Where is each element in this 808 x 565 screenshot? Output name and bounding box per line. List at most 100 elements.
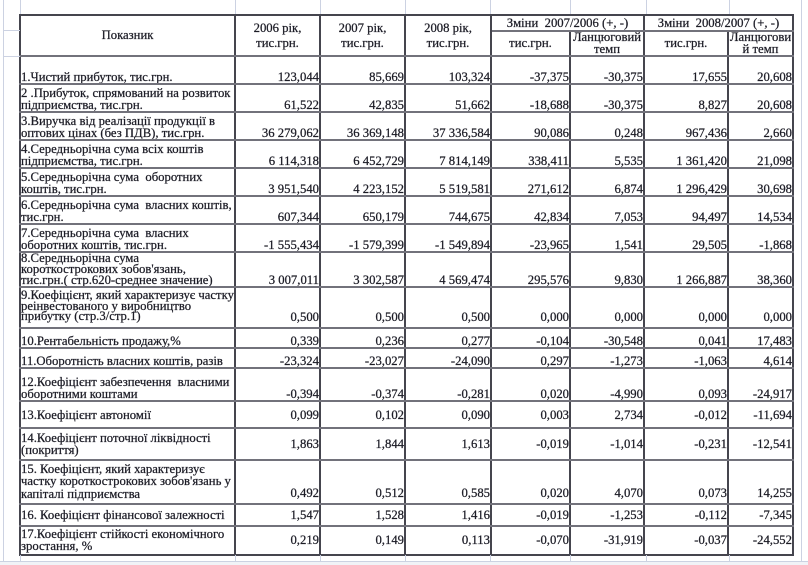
value-cell[interactable]: 4,070 xyxy=(569,459,645,506)
indicator-label-cell[interactable]: 15. Коефіцієнт, який характеризує частку… xyxy=(19,459,236,506)
value-cell[interactable]: 0,492 xyxy=(234,459,321,506)
value-cell[interactable]: -18,688 xyxy=(490,83,571,113)
value-cell[interactable]: 1,528 xyxy=(319,503,406,528)
header-chain-rate-1[interactable]: Ланцюговий темп xyxy=(569,30,645,57)
value-cell[interactable]: 0,149 xyxy=(319,525,406,556)
value-cell[interactable]: 7 814,149 xyxy=(404,139,492,169)
value-cell[interactable]: -0,112 xyxy=(643,503,729,528)
value-cell[interactable]: 0,113 xyxy=(404,525,492,556)
value-cell[interactable]: 61,522 xyxy=(234,83,321,113)
value-cell[interactable]: 20,608 xyxy=(727,83,794,113)
value-cell[interactable]: 4 569,474 xyxy=(404,250,492,289)
value-cell[interactable]: 5,535 xyxy=(569,139,645,169)
value-cell[interactable]: -0,231 xyxy=(643,427,729,462)
indicator-label-cell[interactable]: 17.Коефіцієнт стійкості економічного зро… xyxy=(19,525,236,556)
value-cell[interactable]: -37,375 xyxy=(490,55,571,85)
value-cell[interactable]: 1 296,429 xyxy=(643,167,729,197)
value-cell[interactable]: 0,020 xyxy=(490,367,571,403)
value-cell[interactable]: 295,576 xyxy=(490,250,571,289)
value-cell[interactable]: 42,835 xyxy=(319,83,406,113)
value-cell[interactable]: -24,917 xyxy=(727,367,794,403)
value-cell[interactable]: 0,236 xyxy=(319,327,406,350)
value-cell[interactable]: 0,041 xyxy=(643,327,729,350)
value-cell[interactable]: 94,497 xyxy=(643,195,729,225)
value-cell[interactable]: 14,255 xyxy=(727,459,794,506)
value-cell[interactable]: 0,000 xyxy=(490,286,571,330)
indicator-label-cell[interactable]: 12.Коефіцієнт забезпечення власними обор… xyxy=(19,367,236,403)
value-cell[interactable]: 0,073 xyxy=(643,459,729,506)
value-cell[interactable]: -23,324 xyxy=(234,347,321,370)
value-cell[interactable]: 0,500 xyxy=(404,286,492,330)
value-cell[interactable]: 271,612 xyxy=(490,167,571,197)
indicator-label-cell[interactable]: 16. Коефіцієнт фінансової залежності xyxy=(19,503,236,528)
value-cell[interactable]: 85,669 xyxy=(319,55,406,85)
value-cell[interactable]: 1 266,887 xyxy=(643,250,729,289)
value-cell[interactable]: -12,541 xyxy=(727,427,794,462)
value-cell[interactable]: 30,698 xyxy=(727,167,794,197)
value-cell[interactable]: 1,416 xyxy=(404,503,492,528)
value-cell[interactable]: 3 951,540 xyxy=(234,167,321,197)
value-cell[interactable]: -1 555,434 xyxy=(234,223,321,253)
value-cell[interactable]: 2,660 xyxy=(727,111,794,141)
value-cell[interactable]: -7,345 xyxy=(727,503,794,528)
indicator-label-cell[interactable]: 14.Коефіцієнт поточної ліквідності (покр… xyxy=(19,427,236,462)
value-cell[interactable]: 0,512 xyxy=(319,459,406,506)
value-cell[interactable]: 3 007,011 xyxy=(234,250,321,289)
indicator-label-cell[interactable]: 13.Коефіцієнт автономії xyxy=(19,400,236,430)
value-cell[interactable]: 0,500 xyxy=(234,286,321,330)
value-cell[interactable]: 6,874 xyxy=(569,167,645,197)
value-cell[interactable]: 0,000 xyxy=(643,286,729,330)
indicator-label-cell[interactable]: 10.Рентабельність продажу,% xyxy=(19,327,236,350)
value-cell[interactable]: 338,411 xyxy=(490,139,571,169)
value-cell[interactable]: -4,990 xyxy=(569,367,645,403)
value-cell[interactable]: -0,070 xyxy=(490,525,571,556)
header-indicator[interactable]: Показник xyxy=(19,14,236,57)
value-cell[interactable]: 51,662 xyxy=(404,83,492,113)
value-cell[interactable]: -1,253 xyxy=(569,503,645,528)
value-cell[interactable]: -0,037 xyxy=(643,525,729,556)
value-cell[interactable]: 123,044 xyxy=(234,55,321,85)
value-cell[interactable]: 8,827 xyxy=(643,83,729,113)
value-cell[interactable]: 0,248 xyxy=(569,111,645,141)
value-cell[interactable]: -1,063 xyxy=(643,347,729,370)
header-year-2008[interactable]: 2008 рік, тис.грн. xyxy=(404,14,492,57)
value-cell[interactable]: 0,102 xyxy=(319,400,406,430)
indicator-label-cell[interactable]: 4.Середньорічна сума всіх коштів підприє… xyxy=(19,139,236,169)
value-cell[interactable]: 37 336,584 xyxy=(404,111,492,141)
indicator-label-cell[interactable]: 8.Середньорічна сума короткострокових зо… xyxy=(19,250,236,289)
value-cell[interactable]: 3 302,587 xyxy=(319,250,406,289)
value-cell[interactable]: 90,086 xyxy=(490,111,571,141)
value-cell[interactable]: -30,548 xyxy=(569,327,645,350)
value-cell[interactable]: 0,090 xyxy=(404,400,492,430)
value-cell[interactable]: 1,844 xyxy=(319,427,406,462)
indicator-label-cell[interactable]: 6.Середньорічна сума власних коштів, тис… xyxy=(19,195,236,225)
header-change-2007-2006[interactable]: Зміни 2007/2006 (+, -) xyxy=(490,14,645,32)
value-cell[interactable]: 42,834 xyxy=(490,195,571,225)
value-cell[interactable]: 1,547 xyxy=(234,503,321,528)
value-cell[interactable]: 0,003 xyxy=(490,400,571,430)
value-cell[interactable]: -23,027 xyxy=(319,347,406,370)
value-cell[interactable]: 9,830 xyxy=(569,250,645,289)
value-cell[interactable]: -0,374 xyxy=(319,367,406,403)
indicator-label-cell[interactable]: 11.Оборотність власних коштів, разів xyxy=(19,347,236,370)
value-cell[interactable]: 2,734 xyxy=(569,400,645,430)
indicator-label-cell[interactable]: 9.Коефіцієнт, який характеризує частку р… xyxy=(19,286,236,330)
value-cell[interactable]: 0,339 xyxy=(234,327,321,350)
value-cell[interactable]: 0,093 xyxy=(643,367,729,403)
value-cell[interactable]: 36 369,148 xyxy=(319,111,406,141)
value-cell[interactable]: -30,375 xyxy=(569,83,645,113)
header-chain-rate-2[interactable]: Ланцюгови й темп xyxy=(727,30,794,57)
indicator-label-cell[interactable]: 2 .Прибуток, спрямований на розвиток під… xyxy=(19,83,236,113)
value-cell[interactable]: -24,552 xyxy=(727,525,794,556)
value-cell[interactable]: 4 223,152 xyxy=(319,167,406,197)
value-cell[interactable]: -30,375 xyxy=(569,55,645,85)
value-cell[interactable]: -0,019 xyxy=(490,427,571,462)
value-cell[interactable]: 744,675 xyxy=(404,195,492,225)
indicator-label-cell[interactable]: 1.Чистий прибуток, тис.грн. xyxy=(19,55,236,85)
indicator-label-cell[interactable]: 3.Виручка від реалізації продукції в опт… xyxy=(19,111,236,141)
value-cell[interactable]: 38,360 xyxy=(727,250,794,289)
value-cell[interactable]: 0,585 xyxy=(404,459,492,506)
value-cell[interactable]: -1,868 xyxy=(727,223,794,253)
value-cell[interactable]: -0,104 xyxy=(490,327,571,350)
value-cell[interactable]: 21,098 xyxy=(727,139,794,169)
